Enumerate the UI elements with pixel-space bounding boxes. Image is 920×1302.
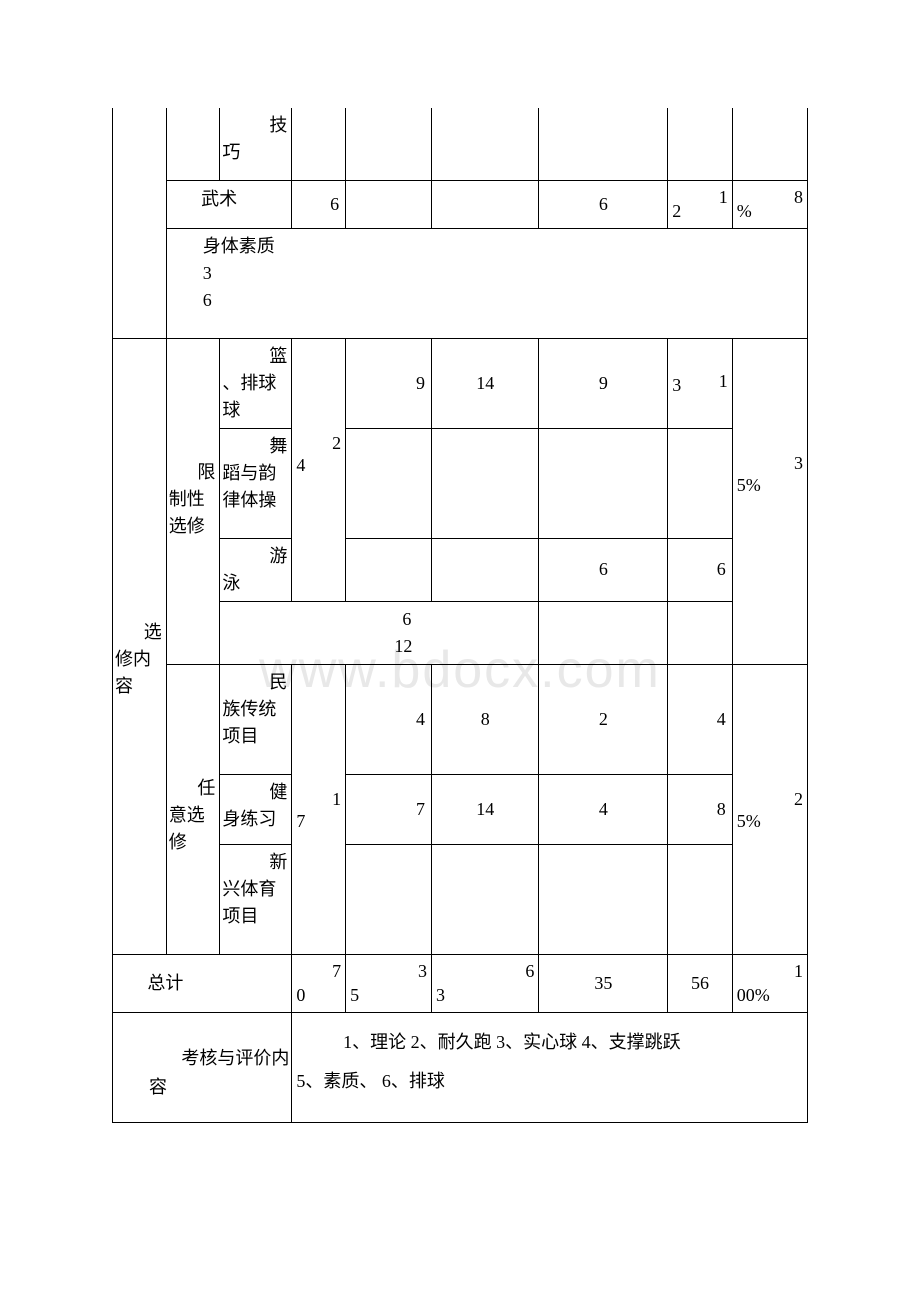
row-xinxing-label: 新 兴体育项目	[220, 844, 292, 954]
group-xianzhi-pct: 3 5%	[732, 338, 807, 664]
col-renyi: 任 意选修	[166, 664, 220, 954]
total-v1: 7 0	[292, 954, 346, 1012]
row-basket-c4: 9	[539, 338, 668, 428]
blank-cell	[432, 538, 539, 601]
blank-cell	[432, 180, 539, 228]
row-jianshen-c2: 7	[346, 774, 432, 844]
blank-cell	[113, 180, 167, 228]
blank-cell	[432, 428, 539, 538]
blank-cell	[346, 844, 432, 954]
row-basket-label: 篮 、排球 球	[220, 338, 292, 428]
row-swim-c4: 6	[539, 538, 668, 601]
blank-cell	[346, 428, 432, 538]
row-basket-c2: 9	[346, 338, 432, 428]
row-basket-c5: 1 3	[668, 338, 732, 428]
blank-cell	[668, 428, 732, 538]
blank-cell	[346, 180, 432, 228]
curriculum-table: 技 巧 武术 6 6 1 2 8 % 身体素质 3 6	[112, 108, 808, 1123]
total-v3: 6 3	[432, 954, 539, 1012]
row-midrow: 6 12	[220, 601, 539, 664]
row-minzu-label: 民 族传统项目	[220, 664, 292, 774]
row-jianshen-c4: 4	[539, 774, 668, 844]
blank-cell	[539, 844, 668, 954]
row-swim-c5: 6	[668, 538, 732, 601]
group-renyi-pct: 2 5%	[732, 664, 807, 954]
blank-cell	[668, 108, 732, 180]
row-wushu-c5: 1 2	[668, 180, 732, 228]
row-jianshen-c3: 14	[432, 774, 539, 844]
group-renyi-num: 1 7	[292, 664, 346, 954]
row-minzu-c4: 2	[539, 664, 668, 774]
row-dance-label: 舞 蹈与韵律体操	[220, 428, 292, 538]
total-v2: 3 5	[346, 954, 432, 1012]
blank-cell	[346, 108, 432, 180]
row-suzi: 身体素质 3 6	[166, 228, 807, 338]
row-wushu-c1: 6	[292, 180, 346, 228]
row-minzu-c5: 4	[668, 664, 732, 774]
blank-cell	[432, 108, 539, 180]
row-wushu-label: 武术	[166, 180, 292, 228]
blank-cell	[539, 108, 668, 180]
blank-cell	[113, 108, 167, 180]
row-basket-c3: 14	[432, 338, 539, 428]
blank-cell	[539, 601, 668, 664]
blank-cell	[113, 228, 167, 338]
blank-cell	[668, 601, 732, 664]
row-jianshen-c5: 8	[668, 774, 732, 844]
blank-cell	[346, 538, 432, 601]
group-xianzhi-num: 2 4	[292, 338, 346, 601]
total-pct: 1 00%	[732, 954, 807, 1012]
blank-cell	[539, 428, 668, 538]
col-xianzhi: 限 制性选修	[166, 338, 220, 664]
row-assess-content: 1、理论 2、耐久跑 3、实心球 4、支撑跳跃 5、素质、 6、排球	[292, 1012, 808, 1122]
blank-cell	[292, 108, 346, 180]
row-jiqiao-label: 技 巧	[220, 108, 292, 180]
row-total-label: 总计	[113, 954, 292, 1012]
blank-cell	[668, 844, 732, 954]
blank-cell	[432, 844, 539, 954]
row-minzu-c2: 4	[346, 664, 432, 774]
row-swim-label: 游 泳	[220, 538, 292, 601]
row-jianshen-label: 健 身练习	[220, 774, 292, 844]
col-xuanxiu: 选 修内容	[113, 338, 167, 954]
blank-cell	[166, 108, 220, 180]
total-v5: 56	[668, 954, 732, 1012]
document-page: 技 巧 武术 6 6 1 2 8 % 身体素质 3 6	[112, 108, 808, 1123]
row-minzu-c3: 8	[432, 664, 539, 774]
row-assess-label: 考核与评价内容	[113, 1012, 292, 1122]
total-v4: 35	[539, 954, 668, 1012]
row-wushu-c4: 6	[539, 180, 668, 228]
row-wushu-pct: 8 %	[732, 180, 807, 228]
blank-cell	[732, 108, 807, 180]
